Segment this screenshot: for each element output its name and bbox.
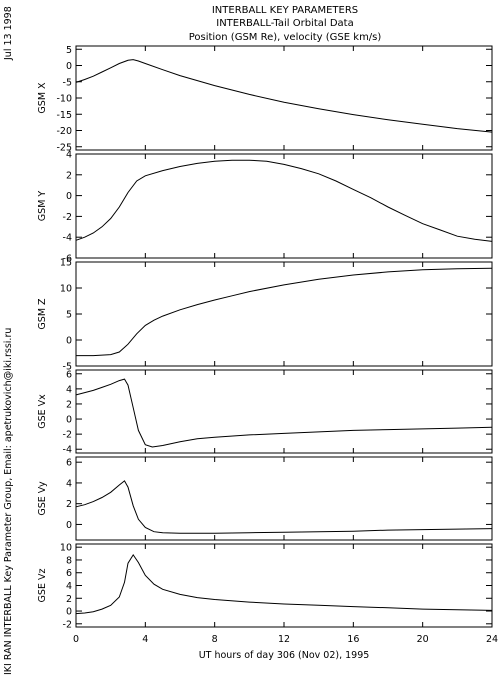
y-tick-label: 2 bbox=[66, 594, 72, 605]
y-tick-label: -6 bbox=[63, 254, 72, 265]
y-tick-label: -15 bbox=[56, 110, 72, 121]
x-tick-label: 4 bbox=[142, 634, 148, 645]
y-tick-label: -2 bbox=[63, 212, 72, 223]
y-tick-label: 0 bbox=[66, 191, 72, 202]
figure-title: INTERBALL KEY PARAMETERS INTERBALL-Tail … bbox=[189, 5, 382, 43]
title-line: INTERBALL-Tail Orbital Data bbox=[216, 18, 353, 29]
y-tick-label: 0 bbox=[66, 61, 72, 72]
y-tick-label: 0 bbox=[66, 520, 72, 531]
credit-line: IKI RAN INTERBALL Key Parameter Group, E… bbox=[3, 328, 14, 675]
series-line bbox=[75, 378, 493, 448]
x-tick-label: 0 bbox=[73, 634, 79, 645]
chart-panel: 15 10 5 0 -5 GSM Z bbox=[37, 258, 493, 373]
y-axis-label: GSM Y bbox=[37, 191, 48, 222]
y-tick-label: 2 bbox=[66, 170, 72, 181]
y-tick-label: -10 bbox=[56, 94, 72, 105]
x-tick-label: 20 bbox=[417, 634, 429, 645]
y-tick-label: 5 bbox=[66, 45, 72, 56]
y-tick-label: 4 bbox=[66, 581, 72, 592]
y-tick-label: 10 bbox=[60, 284, 72, 295]
series-line bbox=[76, 267, 493, 357]
series-line bbox=[75, 553, 493, 615]
series-line bbox=[75, 159, 493, 242]
panel-frame bbox=[75, 369, 493, 454]
panel-frame bbox=[75, 543, 493, 628]
y-axis-label: GSE Vx bbox=[37, 394, 48, 429]
y-tick-label: -5 bbox=[63, 362, 72, 373]
y-tick-label: 4 bbox=[66, 384, 72, 395]
y-axis-label: GSE Vy bbox=[37, 481, 48, 516]
y-tick-label: -4 bbox=[63, 233, 72, 244]
chart-panel: 5 0 -5 -10 -15 -20 -25 GSM X bbox=[37, 45, 493, 153]
y-tick-label: 10 bbox=[60, 543, 72, 554]
y-tick-label: -4 bbox=[63, 445, 72, 456]
y-tick-label: -2 bbox=[63, 619, 72, 630]
y-tick-label: -20 bbox=[56, 126, 72, 137]
y-tick-label: -2 bbox=[63, 430, 72, 441]
x-tick-label: 24 bbox=[486, 634, 498, 645]
chart-panel: 108 6 4 2 0-2 GSE Vz bbox=[37, 543, 493, 630]
y-tick-label: 6 bbox=[66, 458, 72, 469]
series-line bbox=[75, 480, 493, 534]
y-tick-label: 0 bbox=[66, 336, 72, 347]
panel-frame bbox=[75, 456, 493, 541]
y-tick-label: 2 bbox=[66, 499, 72, 510]
y-tick-label: 0 bbox=[66, 415, 72, 426]
panel-frame bbox=[75, 153, 493, 259]
date-stamp: Jul 13 1998 bbox=[3, 6, 14, 61]
y-tick-label: -25 bbox=[56, 142, 72, 153]
panel-frame bbox=[75, 261, 493, 367]
y-axis-label: GSM Z bbox=[37, 298, 48, 330]
chart-panel: 6 4 2 0 GSE Vy bbox=[37, 456, 493, 541]
y-tick-label: 8 bbox=[66, 555, 72, 566]
title-line: Position (GSM Re), velocity (GSE km/s) bbox=[189, 32, 382, 43]
y-tick-label: 15 bbox=[60, 258, 72, 269]
chart-panel: 4 2 0 -2 -4 -6 GSM Y bbox=[37, 150, 493, 265]
x-tick-label: 16 bbox=[347, 634, 359, 645]
panel-frame bbox=[75, 45, 493, 151]
chart-panel: 6 4 2 0 -2 -4 GSE Vx bbox=[37, 369, 493, 456]
y-tick-label: 4 bbox=[66, 150, 72, 161]
y-tick-label: -5 bbox=[63, 77, 72, 88]
y-tick-label: 6 bbox=[66, 568, 72, 579]
x-tick-label: 8 bbox=[212, 634, 218, 645]
series-line bbox=[75, 59, 493, 133]
y-tick-label: 5 bbox=[66, 310, 72, 321]
y-tick-label: 0 bbox=[66, 607, 72, 618]
y-axis-label: GSE Vz bbox=[37, 569, 48, 603]
y-tick-label: 6 bbox=[66, 369, 72, 380]
y-tick-label: 2 bbox=[66, 399, 72, 410]
y-tick-label: 4 bbox=[66, 478, 72, 489]
x-axis-label: UT hours of day 306 (Nov 02), 1995 bbox=[199, 650, 370, 661]
title-line: INTERBALL KEY PARAMETERS bbox=[212, 5, 358, 16]
y-axis-label: GSM X bbox=[37, 82, 48, 114]
x-tick-label: 12 bbox=[278, 634, 290, 645]
